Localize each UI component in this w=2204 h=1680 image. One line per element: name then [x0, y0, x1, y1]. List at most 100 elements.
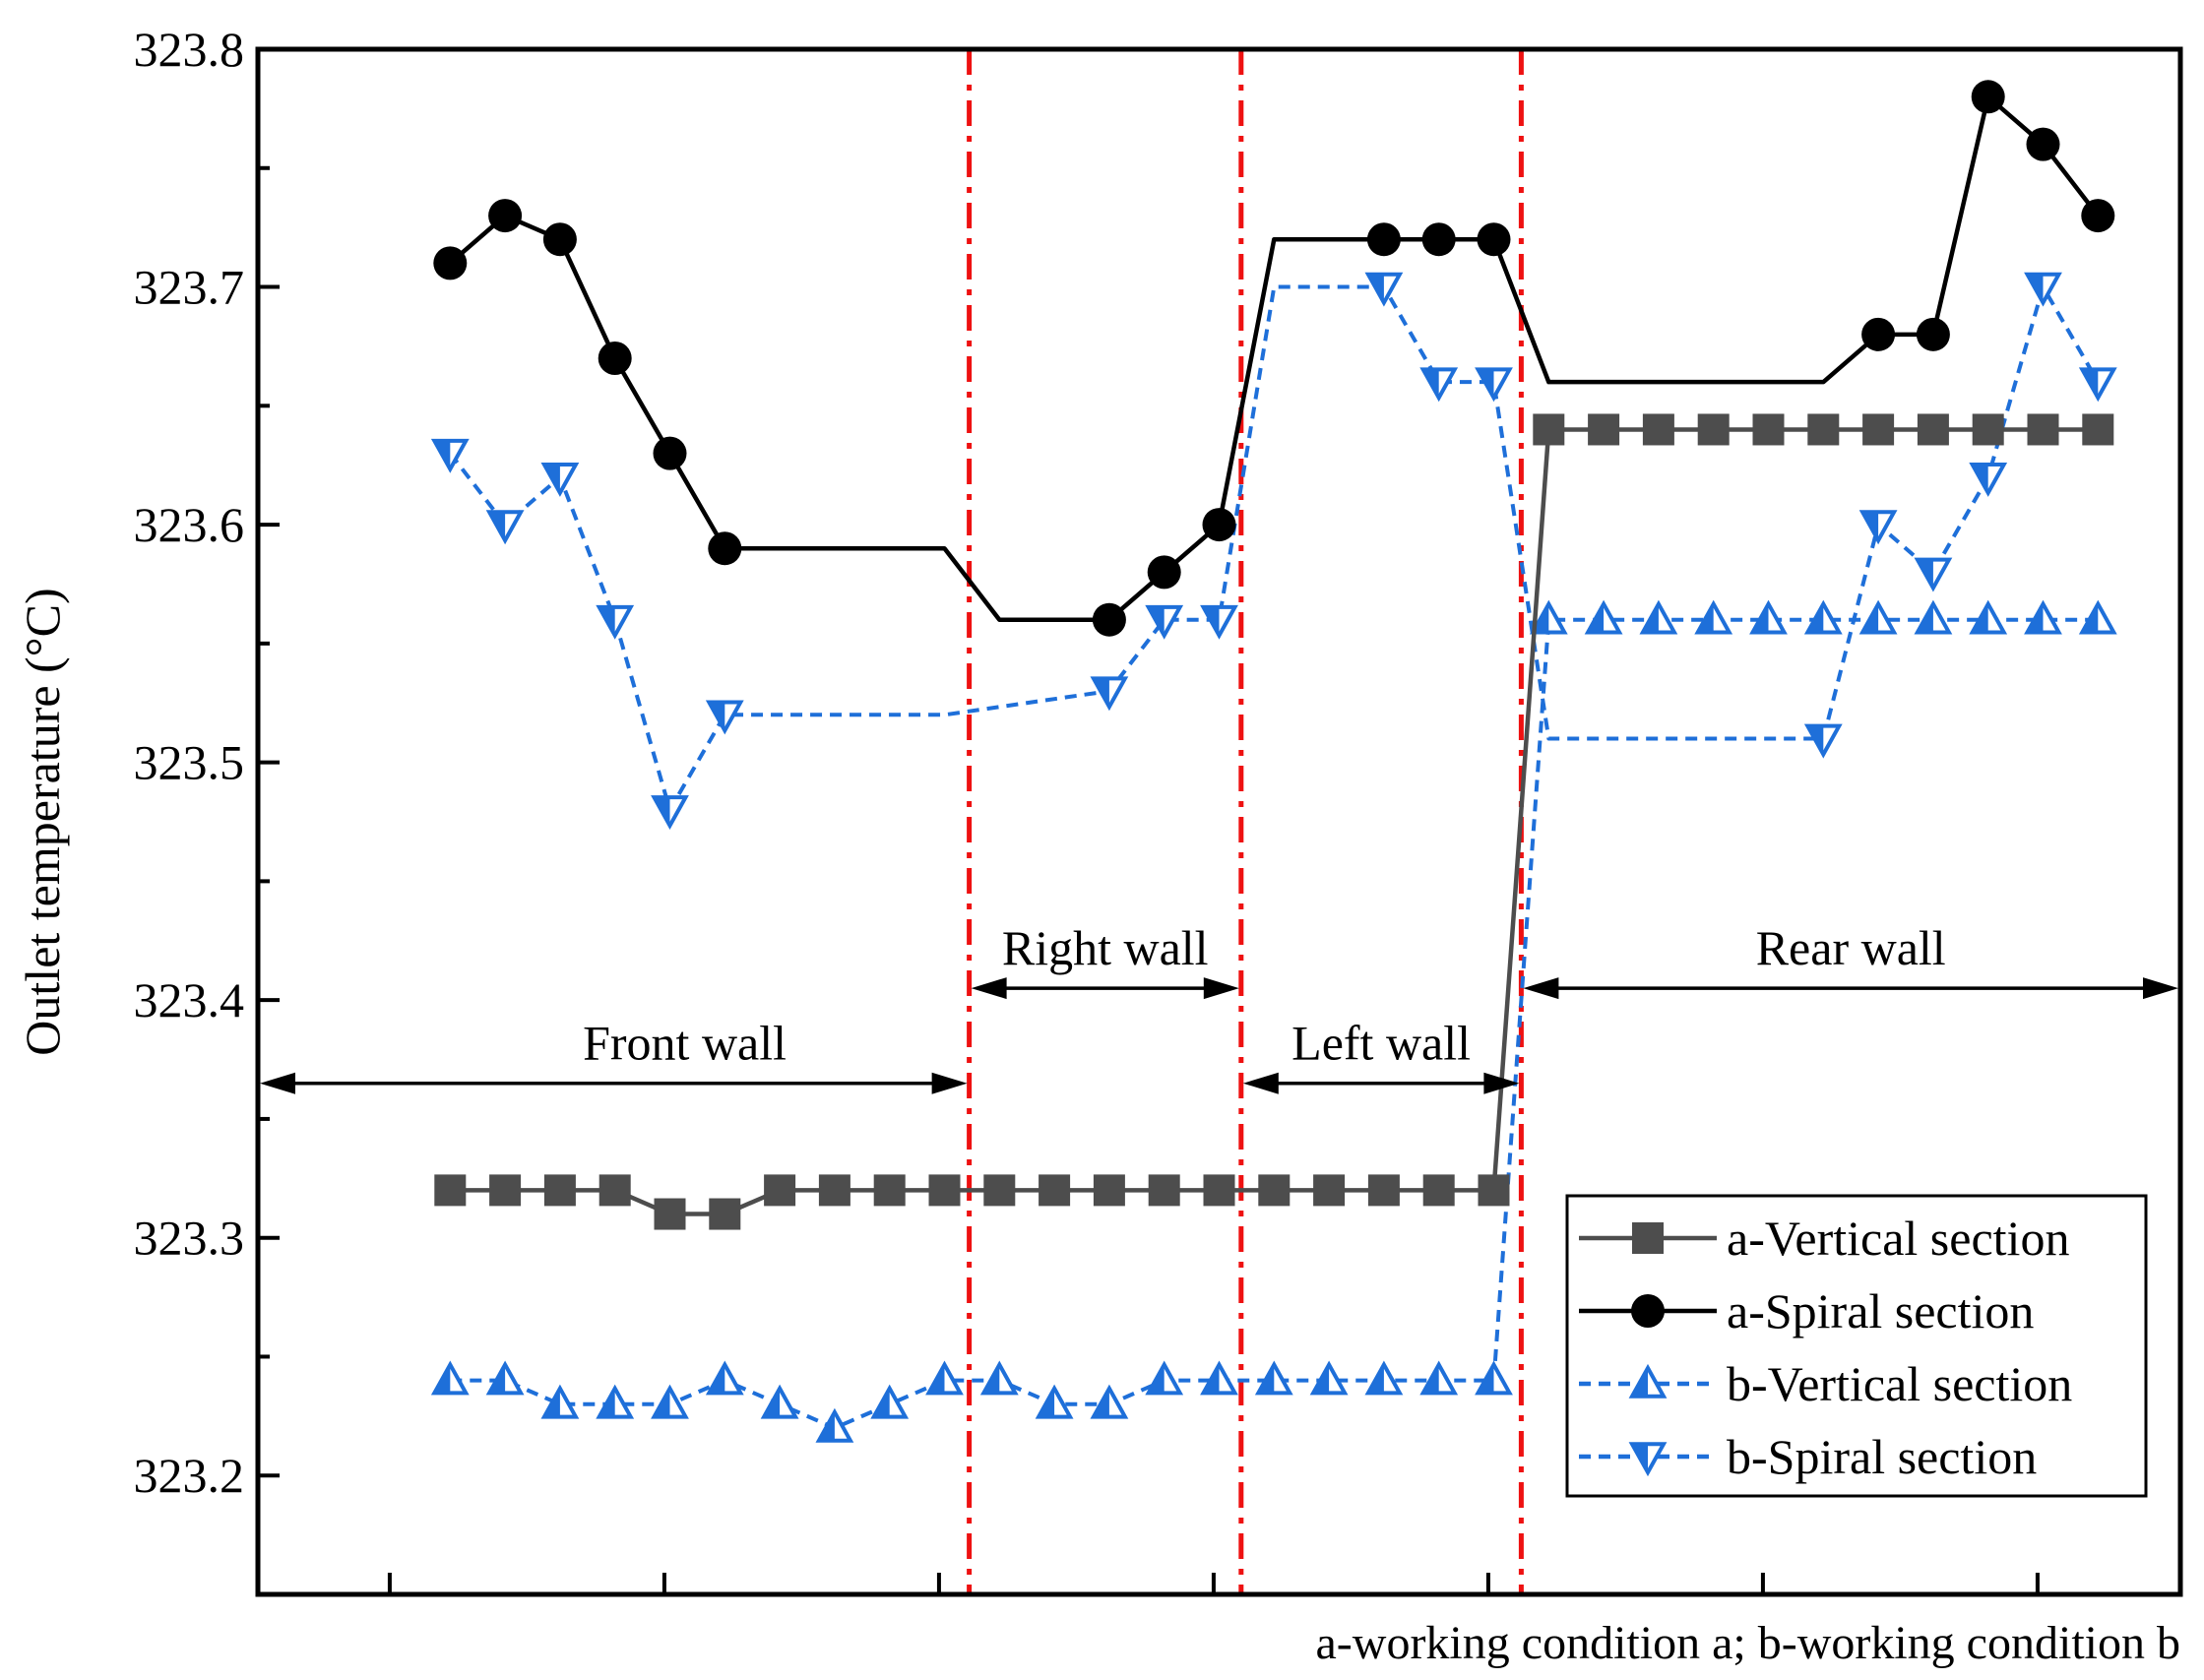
data-point: [1309, 1360, 1349, 1396]
data-point: [1529, 599, 1568, 635]
data-point: [1366, 222, 1401, 257]
series-b-spiral-section: [430, 272, 2117, 831]
data-point: [1039, 1174, 1071, 1207]
series-line: [448, 284, 2101, 812]
data-point: [1749, 599, 1788, 635]
legend-label: a-Spiral section: [1727, 1283, 2034, 1338]
legend-marker: [1631, 1294, 1665, 1328]
data-point: [2081, 199, 2115, 233]
region-label: Front wall: [583, 1016, 787, 1071]
data-series: [430, 80, 2117, 1443]
legend: a-Vertical section a-Spiral section b-Vert…: [1565, 1194, 2148, 1498]
data-point: [1584, 599, 1623, 635]
data-point: [1971, 80, 2005, 114]
data-point: [596, 604, 635, 640]
data-point: [1093, 1174, 1125, 1207]
region-label: Left wall: [1291, 1016, 1471, 1071]
data-point: [2024, 272, 2062, 307]
data-point: [430, 438, 470, 473]
series-line: [448, 94, 2101, 622]
data-point: [1202, 508, 1236, 542]
data-point: [1035, 1384, 1074, 1419]
y-tick-label: 323.2: [134, 1448, 245, 1503]
region-rear-wall: Rear wall: [1523, 920, 2178, 1000]
data-point: [1752, 413, 1785, 446]
y-tick-label: 323.5: [134, 735, 245, 790]
region-arrow-head-left: [1523, 977, 1559, 1000]
data-point: [1364, 1360, 1404, 1396]
data-point: [1861, 317, 1896, 351]
data-point: [1092, 602, 1126, 637]
data-point: [653, 436, 687, 470]
region-arrow-head-right: [2143, 977, 2178, 1000]
region-right-wall: Right wall: [971, 920, 1239, 1000]
y-axis-title: Outlet temperature (°C): [15, 588, 70, 1055]
data-point: [485, 1360, 525, 1396]
data-point: [1475, 1360, 1513, 1396]
data-point: [1914, 599, 1953, 635]
data-point: [928, 1174, 961, 1207]
data-point: [1969, 462, 2008, 497]
data-point: [430, 1360, 470, 1396]
data-point: [2082, 413, 2114, 446]
data-point: [488, 199, 523, 233]
data-point: [1803, 723, 1843, 759]
data-point: [654, 1198, 686, 1230]
data-point: [979, 1360, 1019, 1396]
series-b-vertical-section: [430, 599, 2117, 1443]
data-point: [709, 1198, 741, 1230]
wall-regions: Front wall Right wall Left wall Rear wall: [260, 920, 2178, 1094]
data-point: [1419, 1360, 1459, 1396]
region-label: Right wall: [1002, 920, 1209, 975]
region-arrow-head-right: [1203, 977, 1239, 1000]
region-arrow-head-left: [971, 977, 1007, 1000]
data-point: [1258, 1174, 1291, 1207]
data-point: [1858, 510, 1898, 545]
data-point: [1203, 1174, 1235, 1207]
data-point: [2027, 413, 2059, 446]
region-arrow-head-right: [931, 1072, 968, 1094]
region-arrow-head-left: [260, 1072, 295, 1094]
data-point: [540, 462, 580, 497]
region-label: Rear wall: [1756, 920, 1946, 975]
data-point: [1145, 604, 1184, 640]
data-point: [540, 1384, 580, 1419]
legend-marker: [1628, 1442, 1668, 1477]
data-point: [1254, 1360, 1293, 1396]
data-point: [1972, 413, 2004, 446]
data-point: [1422, 1174, 1455, 1207]
data-point: [598, 342, 632, 375]
legend-entry: b-Spiral section: [1579, 1429, 2037, 1484]
data-point: [1313, 1174, 1346, 1207]
data-point: [1148, 1174, 1180, 1207]
data-point: [983, 1174, 1016, 1207]
region-left-wall: Left wall: [1242, 1016, 1520, 1094]
data-point: [1200, 1360, 1238, 1396]
data-point: [1147, 555, 1181, 590]
data-point: [1419, 367, 1459, 403]
plot-frame: [255, 46, 2183, 1597]
data-point: [873, 1174, 906, 1207]
data-point: [1862, 413, 1895, 446]
region-arrow-head-right: [1483, 1072, 1520, 1094]
series-a-spiral-section: [433, 80, 2115, 637]
data-point: [2078, 599, 2117, 635]
data-point: [1588, 413, 1620, 446]
data-point: [760, 1384, 799, 1419]
region-front-wall: Front wall: [260, 1016, 968, 1094]
y-tick-label: 323.7: [134, 260, 245, 315]
data-point: [543, 1174, 576, 1207]
y-tick-label: 323.4: [134, 972, 245, 1027]
y-tick-label: 323.3: [134, 1211, 245, 1266]
data-point: [1916, 317, 1950, 351]
legend-entry: b-Vertical section: [1579, 1356, 2072, 1411]
data-point: [1969, 599, 2008, 635]
region-arrow-head-left: [1242, 1072, 1279, 1094]
data-point: [2024, 599, 2062, 635]
legend-entry: a-Vertical section: [1579, 1211, 2069, 1266]
data-point: [1200, 604, 1238, 640]
data-point: [1533, 413, 1565, 446]
data-point: [1090, 676, 1129, 712]
legend-label: b-Spiral section: [1727, 1429, 2037, 1484]
